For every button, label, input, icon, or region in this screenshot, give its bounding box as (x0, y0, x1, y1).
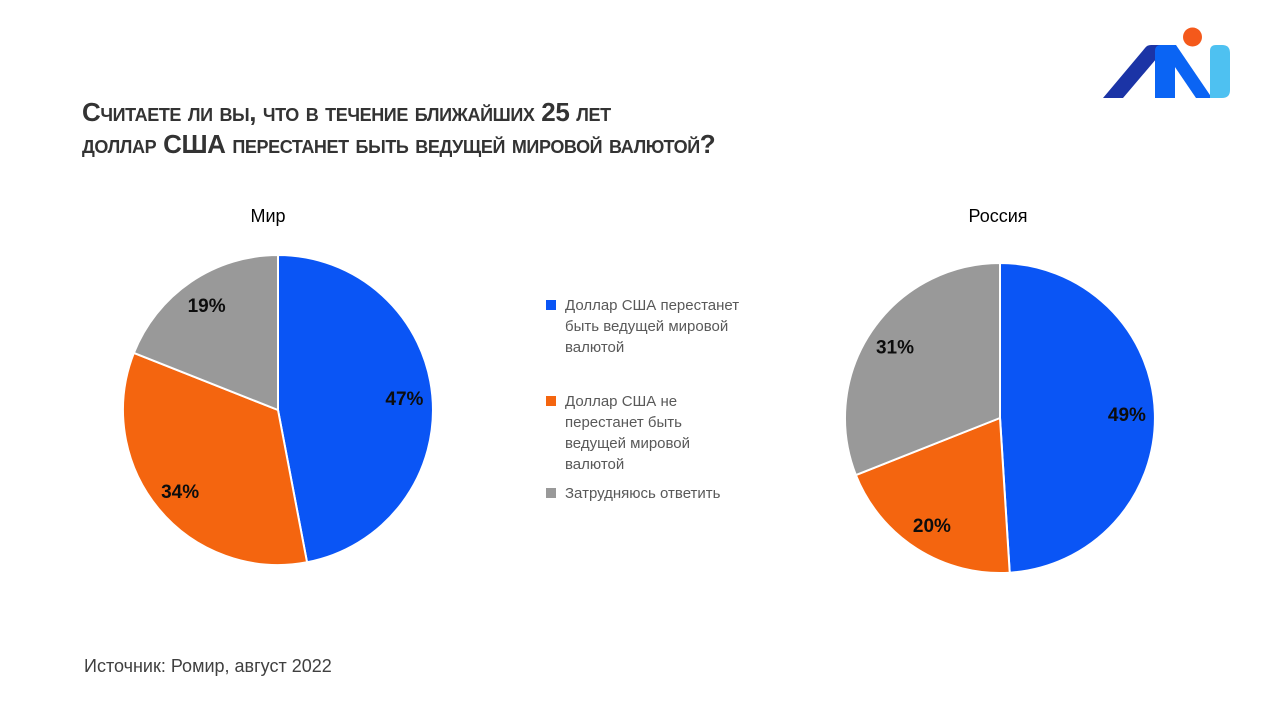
logo-dark-stroke (1103, 45, 1168, 98)
pie-chart-russia: 49% 20% 31% (844, 262, 1156, 574)
legend-swatch-gray-icon (546, 488, 556, 498)
legend-label: Доллар США не перестанет быть ведущей ми… (565, 393, 691, 473)
pie-data-label: 20% (913, 516, 951, 537)
pie-title-world: Мир (250, 206, 286, 226)
company-logo (1103, 27, 1230, 98)
pie-slice-0 (277, 254, 434, 564)
pie-slice-0 (999, 262, 1156, 574)
pie-title-russia: Россия (968, 206, 1028, 226)
legend-label: Доллар США перестанет быть ведущей миров… (565, 297, 740, 356)
pie-slice-1 (122, 351, 309, 566)
pie-slice-2 (844, 262, 1001, 477)
chart-legend: Доллар США перестанет быть ведущей миров… (546, 291, 776, 511)
pie-chart-world: 47% 34% 19% (122, 254, 434, 566)
legend-item-will-cease: Доллар США перестанет быть ведущей миров… (546, 295, 739, 358)
pie-slice-2 (132, 254, 279, 411)
pie-data-label: 49% (1108, 405, 1146, 426)
pie-slice-1 (854, 417, 1011, 574)
logo-blue-diagonal (1160, 45, 1212, 98)
pie-data-label: 19% (188, 296, 226, 317)
source-note: Источник: Ромир, август 2022 (84, 656, 332, 676)
legend-swatch-blue-icon (546, 300, 556, 310)
legend-item-hard-to-answer: Затрудняюсь ответить (546, 483, 720, 504)
pie-data-label: 31% (876, 338, 914, 359)
pie-data-label: 34% (161, 482, 199, 503)
pie-data-label: 47% (385, 389, 423, 410)
slide-title: Считаете ли вы, что в течение ближайших … (82, 97, 716, 159)
legend-swatch-orange-icon (546, 396, 556, 406)
logo-orange-dot-icon (1183, 27, 1202, 47)
legend-label: Затрудняюсь ответить (565, 485, 721, 502)
logo-lightblue-bar (1210, 45, 1230, 98)
legend-item-will-not-cease: Доллар США не перестанет быть ведущей ми… (546, 391, 690, 475)
